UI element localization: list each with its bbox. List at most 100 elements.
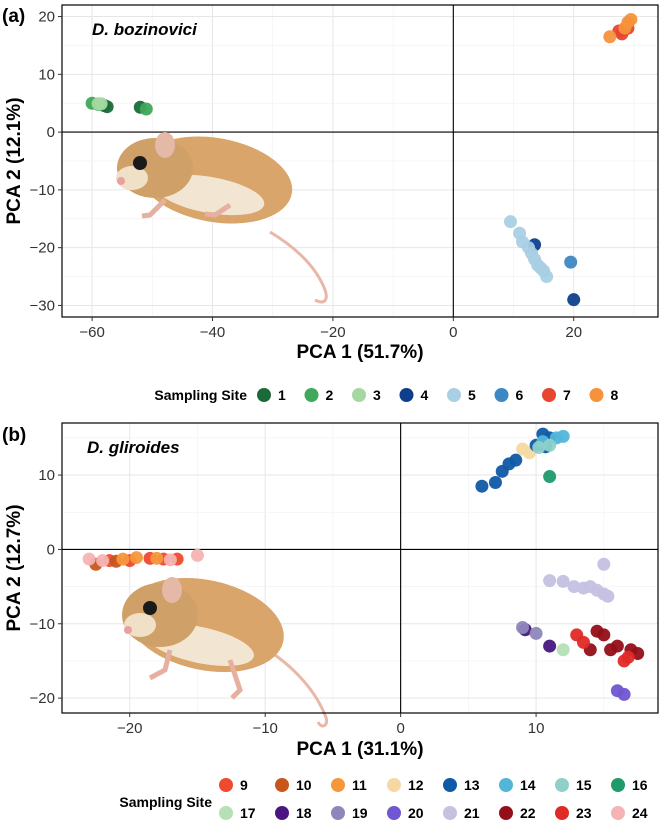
point-site-22	[597, 628, 611, 642]
panel-a-zero-lines	[62, 5, 658, 317]
legend-swatch-site-8	[589, 388, 604, 402]
legend-label-site-1: 1	[278, 387, 286, 403]
point-site-21	[556, 574, 570, 588]
panel-b-label: (b)	[2, 425, 26, 446]
x-tick-label: −20	[320, 324, 345, 341]
legend-label-site-24: 24	[632, 805, 648, 821]
point-site-19	[516, 620, 530, 634]
panel-b-legend: Sampling Site 9 10 11 12 13 14 15 16 17 18 19 20 21 2…	[119, 777, 647, 821]
legend-swatch-site-6	[494, 388, 509, 402]
legend-label-site-11: 11	[352, 777, 367, 793]
point-site-11	[150, 551, 164, 565]
legend-swatch-site-3	[352, 388, 366, 402]
panel-b-x-ticks: −20 −10 0 10	[117, 713, 544, 737]
legend-title: Sampling Site	[119, 794, 212, 810]
point-site-23	[621, 650, 635, 664]
y-tick-label: −20	[30, 690, 55, 707]
legend-label-site-20: 20	[408, 805, 424, 821]
y-tick-label: 10	[38, 467, 55, 484]
legend-swatch-site-11	[331, 778, 345, 792]
point-site-8	[624, 12, 638, 26]
point-site-13	[475, 479, 489, 493]
legend-swatch-site-12	[387, 778, 401, 792]
point-site-17	[556, 643, 570, 657]
legend-label-site-8: 8	[611, 387, 619, 403]
legend-swatch-site-21	[443, 806, 457, 820]
legend-swatch-site-20	[387, 806, 401, 820]
legend-label-site-23: 23	[576, 805, 592, 821]
legend-swatch-site-22	[499, 806, 513, 820]
y-tick-label: 0	[47, 541, 55, 558]
legend-swatch-site-2	[304, 388, 319, 402]
panel-a-y-ticks: −30 −20 −10 0 10 20	[30, 9, 62, 314]
legend-swatch-site-14	[499, 778, 513, 792]
x-tick-label: −20	[117, 720, 142, 737]
y-tick-label: −10	[30, 616, 55, 633]
panel-b-zero-lines	[62, 423, 658, 713]
point-site-18	[543, 639, 557, 653]
legend-swatch-site-17	[219, 806, 233, 820]
legend-label-site-18: 18	[296, 805, 312, 821]
legend-swatch-site-24	[611, 806, 625, 820]
legend-label-site-12: 12	[408, 777, 424, 793]
point-site-24	[190, 548, 204, 562]
point-site-24	[82, 552, 96, 566]
legend-swatch-site-1	[257, 388, 271, 402]
panel-a-points	[85, 12, 638, 307]
legend-label-site-21: 21	[464, 805, 480, 821]
point-site-14	[556, 429, 570, 443]
x-tick-label: 0	[396, 720, 404, 737]
panel-b: (b) D. gliroides −20 −10 0 10 −20 −10 0 10 PCA…	[2, 422, 659, 821]
legend-label-site-4: 4	[421, 387, 429, 403]
legend-label-site-5: 5	[468, 387, 476, 403]
legend-label-site-14: 14	[520, 777, 536, 793]
point-site-11	[116, 552, 130, 566]
point-site-21	[543, 574, 557, 588]
point-site-5	[540, 270, 554, 284]
panel-a: (a) D. bozinovici −60 −40 −20 0 20 −30−20−10…	[2, 4, 659, 403]
x-tick-label: −40	[200, 324, 225, 341]
legend-label-site-2: 2	[326, 387, 334, 403]
point-site-13	[488, 475, 502, 489]
panel-a-x-ticks: −60 −40 −20 0 20	[79, 317, 582, 341]
legend-swatch-site-23	[555, 806, 569, 820]
point-site-15	[532, 441, 546, 455]
point-site-13	[509, 453, 523, 467]
point-site-16	[543, 470, 557, 484]
panel-a-grid	[62, 5, 658, 317]
panel-a-label: (a)	[2, 6, 25, 27]
opossum-illustration	[122, 577, 329, 728]
point-site-23	[577, 635, 590, 649]
legend-swatch-site-13	[443, 778, 457, 792]
opossum-illustration	[116, 132, 328, 304]
legend-swatch-site-15	[555, 778, 569, 792]
legend-label-site-3: 3	[373, 387, 381, 403]
point-site-8	[603, 30, 617, 44]
legend-title: Sampling Site	[154, 387, 247, 403]
point-site-19	[529, 626, 543, 640]
legend-label-site-19: 19	[352, 805, 368, 821]
panel-a-y-axis-title: PCA 2 (12.1%)	[4, 97, 25, 224]
panel-b-y-axis-title: PCA 2 (12.7%)	[4, 504, 25, 631]
panel-b-points	[82, 427, 645, 701]
legend-swatch-site-16	[611, 778, 625, 792]
y-tick-label: −10	[30, 182, 55, 199]
point-site-20	[617, 687, 631, 701]
point-site-2	[139, 102, 153, 116]
legend-swatch-site-10	[275, 778, 289, 792]
panel-b-y-ticks: −20 −10 0 10	[30, 467, 62, 707]
point-site-22	[610, 639, 624, 653]
y-tick-label: 10	[38, 66, 55, 83]
panel-a-species: D. bozinovici	[92, 20, 198, 39]
point-site-5	[504, 215, 518, 229]
point-site-21	[601, 589, 615, 603]
panel-b-species: D. gliroides	[87, 438, 180, 457]
point-site-21	[597, 557, 611, 571]
legend-swatch-site-7	[542, 388, 556, 402]
legend-swatch-site-19	[331, 806, 345, 820]
point-site-4	[567, 293, 581, 307]
y-tick-label: −20	[30, 240, 55, 257]
y-tick-label: 0	[47, 124, 55, 141]
panel-b-x-axis-title: PCA 1 (31.1%)	[296, 739, 423, 760]
